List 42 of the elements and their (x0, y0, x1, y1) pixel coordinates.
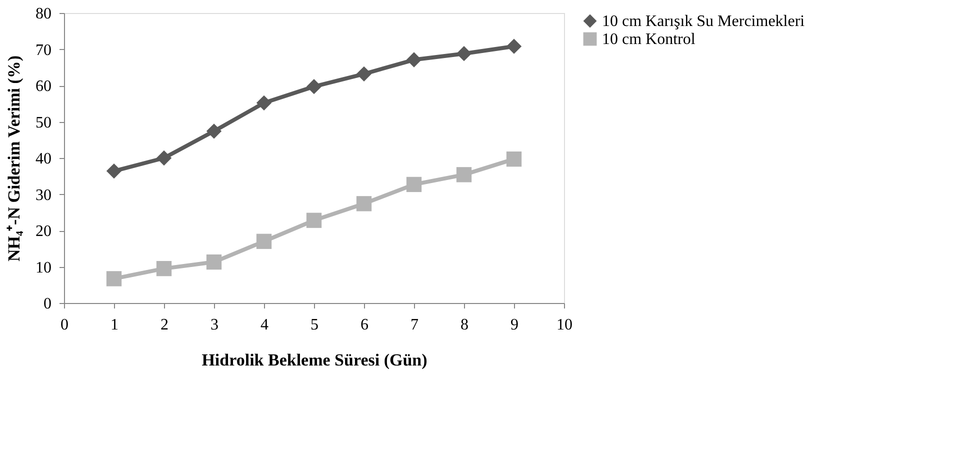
x-tick-label: 10 (556, 316, 572, 334)
y-tick-label: 0 (44, 296, 52, 312)
point (106, 163, 122, 179)
y-tick-label: 50 (36, 114, 52, 132)
point (306, 79, 322, 94)
y-tick-label: 70 (36, 42, 52, 59)
x-tick-label: 9 (510, 316, 518, 334)
legend-label: 10 cm Karışık Su Mercimekleri (602, 13, 806, 30)
point (356, 66, 372, 82)
point (206, 254, 222, 270)
y-tick-label: 10 (36, 259, 52, 276)
point (256, 95, 272, 110)
x-tick-label: 1 (110, 316, 118, 334)
point (506, 38, 522, 54)
point (306, 212, 322, 228)
y-tick-label: 80 (36, 6, 52, 22)
x-tick-label: 6 (360, 316, 368, 334)
point (156, 150, 172, 166)
point (456, 46, 472, 62)
legend-label: 10 cm Kontrol (602, 31, 696, 48)
point (356, 196, 372, 212)
point (506, 152, 522, 167)
x-tick-label: 8 (460, 316, 468, 334)
point (456, 167, 472, 182)
point (406, 176, 422, 192)
x-axis-title: Hidrolik Bekleme Süresi (Gün) (202, 350, 428, 370)
point (106, 271, 122, 286)
point (156, 260, 172, 276)
point (256, 234, 272, 249)
y-tick-label: 40 (36, 150, 52, 168)
x-tick-label: 4 (260, 316, 268, 334)
y-tick-label: 20 (36, 223, 52, 240)
x-tick-label: 0 (60, 316, 68, 334)
x-tick-label: 3 (210, 316, 218, 334)
x-tick-label: 7 (410, 316, 418, 334)
y-tick-label: 60 (36, 78, 52, 95)
y-axis-title: NH₄⁺-N Giderim Verimi (%) (4, 55, 24, 262)
x-tick-label: 2 (160, 316, 168, 334)
y-tick-label: 30 (36, 186, 52, 204)
point (406, 52, 422, 68)
point (206, 124, 222, 139)
x-tick-label: 5 (310, 316, 318, 334)
